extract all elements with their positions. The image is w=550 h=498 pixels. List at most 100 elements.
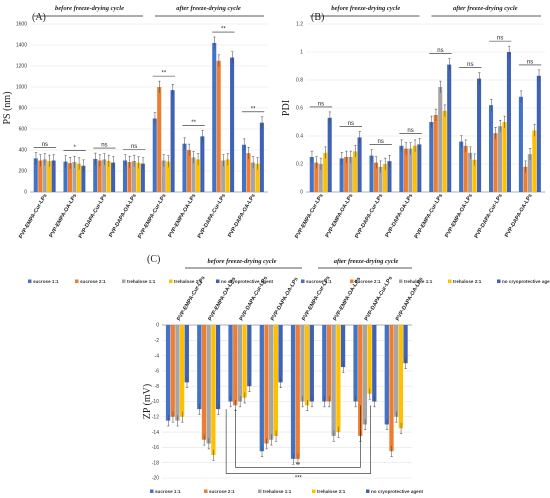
significance-label: *** — [295, 475, 303, 481]
bar — [255, 163, 260, 192]
bar — [331, 325, 336, 436]
legend-entry: trehalose 1:1 — [263, 489, 292, 494]
bar — [387, 161, 392, 192]
y-tick-label: 0.2 — [296, 162, 303, 168]
legend-swatch — [448, 279, 452, 283]
bar — [111, 162, 116, 192]
bar — [247, 325, 252, 387]
bar — [201, 325, 207, 440]
category-label: PVP-DAPA-OA-LPs — [504, 193, 534, 238]
legend-entry: sucrose 1:1 — [33, 279, 59, 284]
bar — [200, 136, 205, 192]
significance-label: ns — [437, 48, 443, 54]
y-tick-label: 1200 — [16, 64, 27, 70]
bar — [417, 144, 422, 192]
bar — [237, 325, 243, 402]
bar — [468, 152, 473, 192]
significance-label: ** — [296, 462, 301, 468]
group-label-before: before freeze-drying cycle — [208, 258, 277, 265]
category-label: PVP-EMPA-Cur-LPs — [137, 193, 167, 240]
y-tick-label: 200 — [19, 169, 28, 175]
bar — [394, 325, 399, 417]
significance-label: ns — [42, 142, 48, 148]
bar — [42, 159, 47, 192]
bar — [225, 159, 230, 192]
panel-A: 0 200 400 600 800 1000 1200 1400 1600 ns PVP-EMPA-… — [2, 5, 274, 284]
bar — [72, 162, 77, 192]
bar — [353, 325, 358, 402]
bar — [102, 159, 107, 192]
bar — [369, 155, 374, 192]
bar — [373, 162, 379, 192]
legend-entry: no cryoprotective agent — [221, 279, 274, 284]
bar — [488, 105, 494, 192]
legend-swatch — [216, 279, 220, 283]
significance-label: ** — [251, 106, 256, 112]
significance-label: ns — [378, 139, 384, 145]
significance-label: ** — [162, 71, 167, 77]
bar — [211, 325, 216, 456]
bar — [322, 325, 327, 402]
panel-label: (B) — [311, 12, 324, 23]
y-tick-label: 1 — [300, 50, 303, 56]
bar — [216, 60, 221, 192]
bar — [165, 325, 171, 421]
legend-swatch — [366, 489, 370, 493]
bar — [63, 161, 68, 192]
y-tick-label: 1.2 — [296, 22, 303, 28]
group-label-after: after freeze-drying cycle — [334, 258, 399, 265]
significance-label: ns — [467, 62, 473, 68]
bar — [215, 325, 221, 410]
bar — [433, 115, 438, 192]
y-tick-label: 600 — [19, 127, 28, 133]
category-label: PVP-DAPA-Cur-LPs — [78, 193, 108, 239]
bar — [384, 325, 389, 425]
bar — [339, 158, 344, 192]
significance-label: ns — [348, 121, 354, 127]
bar — [477, 78, 482, 192]
bar — [442, 110, 447, 192]
legend-swatch — [204, 489, 208, 493]
bar — [290, 325, 296, 459]
bar — [336, 325, 341, 433]
y-tick-label: 0.4 — [296, 134, 303, 140]
category-label: PVP-DAPA-OA-LPs — [227, 193, 257, 238]
bar — [459, 141, 464, 192]
y-tick-label: 400 — [19, 148, 28, 154]
category-label: PVP-EMPA-OA-LPs — [167, 193, 197, 239]
bar — [398, 325, 404, 429]
category-label: PVP-DAPA-Cur-LPs — [354, 193, 384, 239]
significance-label: ns — [527, 59, 533, 65]
bar — [367, 325, 372, 394]
category-label: PVP-EMPA-OA-LPs — [332, 276, 362, 322]
bar — [447, 64, 452, 192]
bar — [47, 161, 52, 192]
bar — [506, 52, 511, 192]
bar — [38, 160, 43, 192]
bar — [358, 325, 363, 436]
y-tick-label: -12 — [152, 415, 159, 421]
bar — [195, 159, 200, 192]
bar — [186, 150, 191, 192]
legend-entry: sucrose 2:1 — [209, 489, 235, 494]
bar — [106, 161, 111, 192]
legend-swatch — [28, 279, 32, 283]
y-tick-label: 1000 — [16, 85, 27, 91]
significance-label: ** — [191, 120, 196, 126]
category-label: PVP-DAPA-OA-LPs — [108, 193, 138, 238]
panel-B: 0 0.2 0.4 0.6 0.8 1 1.2 ns PVP-EMPA-Cur-LPs ns PVP… — [281, 5, 550, 284]
bar — [161, 160, 166, 192]
y-tick-label: -20 — [152, 476, 159, 482]
bar — [309, 157, 314, 192]
bar — [403, 148, 408, 192]
legend-swatch — [312, 489, 316, 493]
significance-label: ** — [221, 27, 226, 33]
bar — [403, 325, 408, 364]
y-tick-label: 0 — [24, 190, 27, 196]
legend-entry: trehalose 1:1 — [127, 279, 156, 284]
significance-label: ns — [131, 144, 137, 150]
legend-swatch — [122, 279, 126, 283]
bar — [157, 87, 162, 192]
y-tick-label: 800 — [19, 106, 28, 112]
bar — [76, 163, 81, 192]
